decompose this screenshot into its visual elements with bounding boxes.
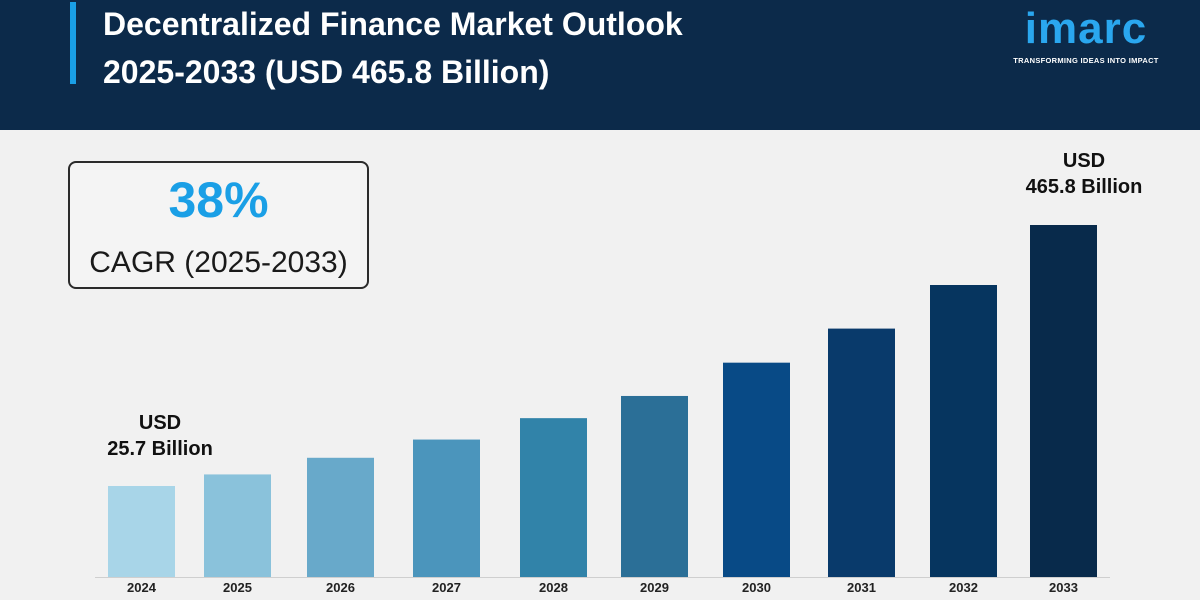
cagr-label: CAGR (2025-2033) <box>89 246 348 279</box>
bar-2032 <box>930 285 997 577</box>
bar-2029 <box>621 395 688 577</box>
page-title: Decentralized Finance Market Outlook 202… <box>103 0 963 96</box>
bar-2031 <box>828 328 895 577</box>
x-tick-label-2033: 2033 <box>1049 580 1078 595</box>
x-tick-label-2025: 2025 <box>223 580 252 595</box>
cagr-box: 38% CAGR (2025-2033) <box>68 161 369 289</box>
x-tick-label-2024: 2024 <box>127 580 157 595</box>
logo-tagline: TRANSFORMING IDEAS INTO IMPACT <box>1013 56 1159 65</box>
bar-2025 <box>204 474 271 577</box>
bar-2027 <box>413 439 480 577</box>
x-tick-label-2031: 2031 <box>847 580 876 595</box>
start-value-currency: USD <box>138 412 182 434</box>
start-value-amount: 25.7 Billion <box>107 438 213 460</box>
x-tick-label-2028: 2028 <box>539 580 568 595</box>
x-tick-label-2026: 2026 <box>326 580 355 595</box>
x-tick-label-2027: 2027 <box>432 580 461 595</box>
end-value-currency: USD <box>1062 150 1106 172</box>
x-tick-label-2032: 2032 <box>949 580 978 595</box>
cagr-value: 38% <box>168 172 269 228</box>
title-line-2: 2025-2033 (USD 465.8 Billion) <box>103 54 550 90</box>
bar-2030 <box>723 362 790 577</box>
start-value-annotation: USD 25.7 Billion <box>92 410 228 462</box>
bar-2028 <box>520 418 587 577</box>
logo-wordmark: imarc <box>1024 4 1148 53</box>
title-accent-bar <box>70 2 76 84</box>
bar-2024 <box>108 486 175 577</box>
imarc-logo: imarc TRANSFORMING IDEAS INTO IMPACT <box>1010 4 1170 70</box>
end-value-amount: 465.8 Billion <box>1025 176 1143 198</box>
x-tick-label-2030: 2030 <box>742 580 771 595</box>
bar-2026 <box>307 457 374 577</box>
end-value-annotation: USD 465.8 Billion <box>1004 148 1164 200</box>
header-banner: Decentralized Finance Market Outlook 202… <box>0 0 1200 130</box>
x-tick-label-2029: 2029 <box>640 580 669 595</box>
title-line-1: Decentralized Finance Market Outlook <box>103 6 683 42</box>
bar-2033 <box>1030 225 1097 577</box>
